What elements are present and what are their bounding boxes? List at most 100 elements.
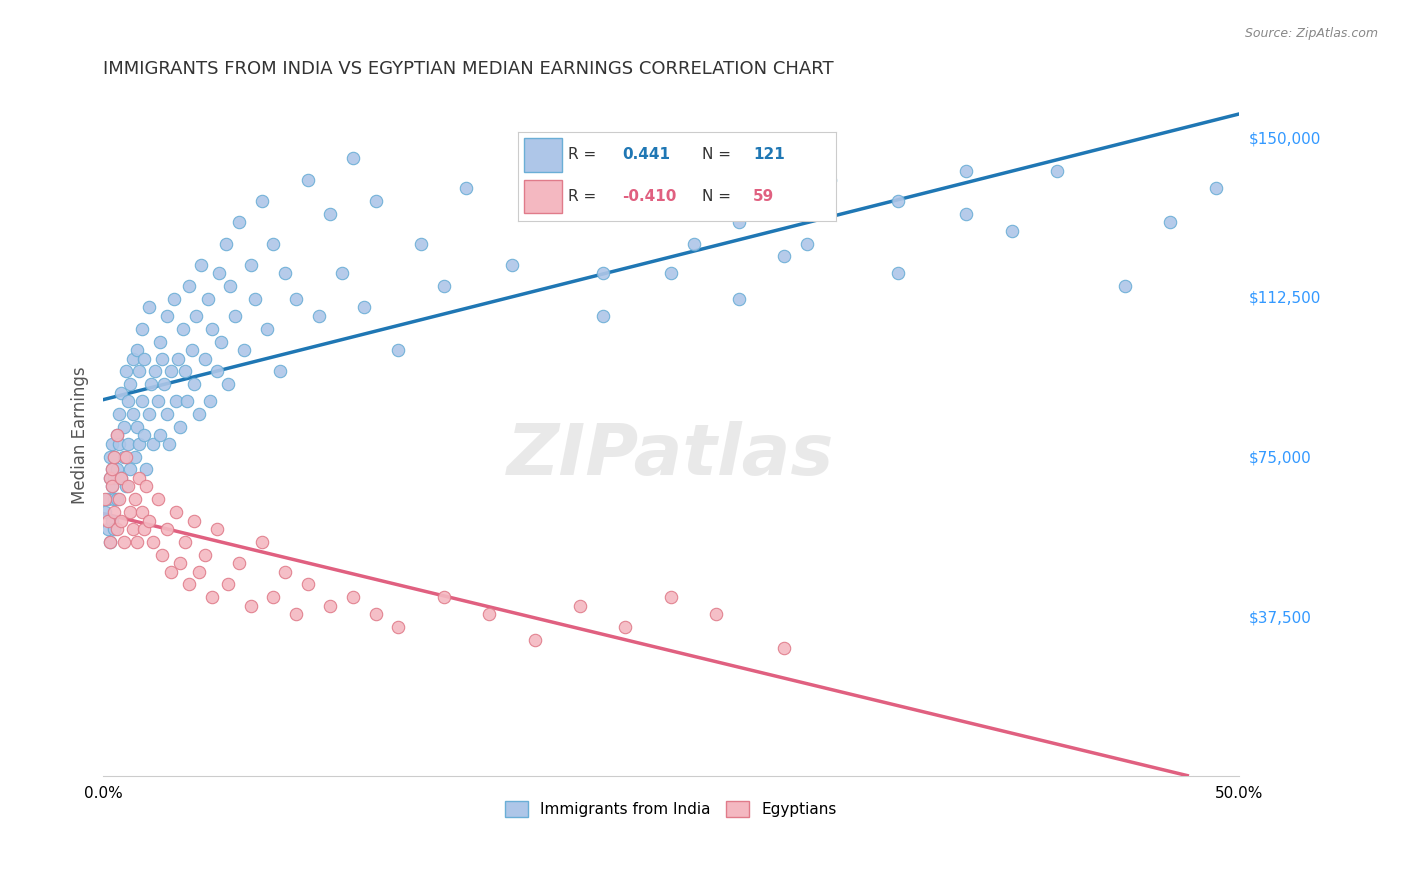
Point bbox=[353, 301, 375, 315]
Point bbox=[228, 215, 250, 229]
Point bbox=[131, 322, 153, 336]
Point bbox=[105, 428, 128, 442]
Point bbox=[215, 236, 238, 251]
Point bbox=[135, 479, 157, 493]
Point bbox=[110, 514, 132, 528]
Point bbox=[194, 351, 217, 366]
Point bbox=[208, 266, 231, 280]
Point bbox=[105, 462, 128, 476]
Point bbox=[228, 556, 250, 570]
Point bbox=[101, 462, 124, 476]
Point bbox=[433, 591, 456, 605]
Point bbox=[132, 428, 155, 442]
Point bbox=[187, 407, 209, 421]
Point bbox=[209, 334, 232, 349]
Point bbox=[156, 309, 179, 323]
Point bbox=[217, 577, 239, 591]
Point bbox=[297, 577, 319, 591]
Point bbox=[108, 492, 131, 507]
Point bbox=[262, 591, 284, 605]
Point bbox=[153, 377, 176, 392]
Point bbox=[1205, 181, 1227, 195]
Text: Source: ZipAtlas.com: Source: ZipAtlas.com bbox=[1244, 27, 1378, 40]
Point bbox=[728, 215, 751, 229]
Point bbox=[179, 279, 201, 293]
Y-axis label: Median Earnings: Median Earnings bbox=[72, 367, 89, 504]
Point bbox=[127, 419, 149, 434]
Point bbox=[637, 194, 659, 208]
Point bbox=[128, 364, 150, 378]
Point bbox=[108, 437, 131, 451]
Point bbox=[101, 514, 124, 528]
Point bbox=[796, 236, 818, 251]
Point bbox=[387, 343, 409, 357]
Point bbox=[546, 152, 568, 166]
Point bbox=[274, 266, 297, 280]
Point bbox=[205, 364, 228, 378]
Point bbox=[103, 505, 125, 519]
Point bbox=[120, 505, 142, 519]
Point bbox=[179, 577, 201, 591]
Point bbox=[659, 266, 682, 280]
Point bbox=[187, 565, 209, 579]
Point bbox=[110, 471, 132, 485]
Point bbox=[138, 301, 160, 315]
Point bbox=[592, 266, 614, 280]
Point bbox=[433, 279, 456, 293]
Point bbox=[224, 309, 246, 323]
Point bbox=[115, 479, 138, 493]
Point bbox=[157, 437, 180, 451]
Point bbox=[121, 407, 143, 421]
Point bbox=[180, 343, 202, 357]
Point bbox=[156, 522, 179, 536]
Point bbox=[456, 181, 478, 195]
Point bbox=[232, 343, 254, 357]
Point bbox=[342, 591, 364, 605]
Point bbox=[117, 479, 139, 493]
Point bbox=[330, 266, 353, 280]
Point bbox=[121, 522, 143, 536]
Point bbox=[162, 292, 184, 306]
Point bbox=[150, 548, 173, 562]
Point bbox=[103, 492, 125, 507]
Point bbox=[201, 591, 224, 605]
Point bbox=[1046, 164, 1069, 178]
Point bbox=[198, 394, 221, 409]
Point bbox=[117, 437, 139, 451]
Point bbox=[169, 556, 191, 570]
Point bbox=[97, 514, 120, 528]
Point bbox=[183, 377, 205, 392]
Point bbox=[124, 492, 146, 507]
Point bbox=[183, 514, 205, 528]
Point bbox=[156, 407, 179, 421]
Point bbox=[201, 322, 224, 336]
Point bbox=[121, 351, 143, 366]
Point bbox=[98, 534, 121, 549]
Point bbox=[478, 607, 501, 622]
Point bbox=[135, 462, 157, 476]
Point bbox=[103, 471, 125, 485]
Point bbox=[112, 534, 135, 549]
Point bbox=[94, 492, 117, 507]
Point bbox=[773, 641, 796, 656]
Point bbox=[190, 258, 212, 272]
Point bbox=[108, 407, 131, 421]
Point bbox=[101, 462, 124, 476]
Point bbox=[97, 522, 120, 536]
Point bbox=[132, 351, 155, 366]
Point bbox=[142, 534, 165, 549]
Point bbox=[194, 548, 217, 562]
Point bbox=[98, 450, 121, 464]
Point bbox=[704, 607, 727, 622]
Point bbox=[165, 394, 187, 409]
Point bbox=[205, 522, 228, 536]
Point bbox=[105, 428, 128, 442]
Point bbox=[219, 279, 242, 293]
Point bbox=[250, 194, 273, 208]
Point bbox=[773, 249, 796, 263]
Point bbox=[297, 172, 319, 186]
Point bbox=[173, 534, 195, 549]
Point bbox=[955, 164, 977, 178]
Point bbox=[142, 437, 165, 451]
Point bbox=[186, 309, 208, 323]
